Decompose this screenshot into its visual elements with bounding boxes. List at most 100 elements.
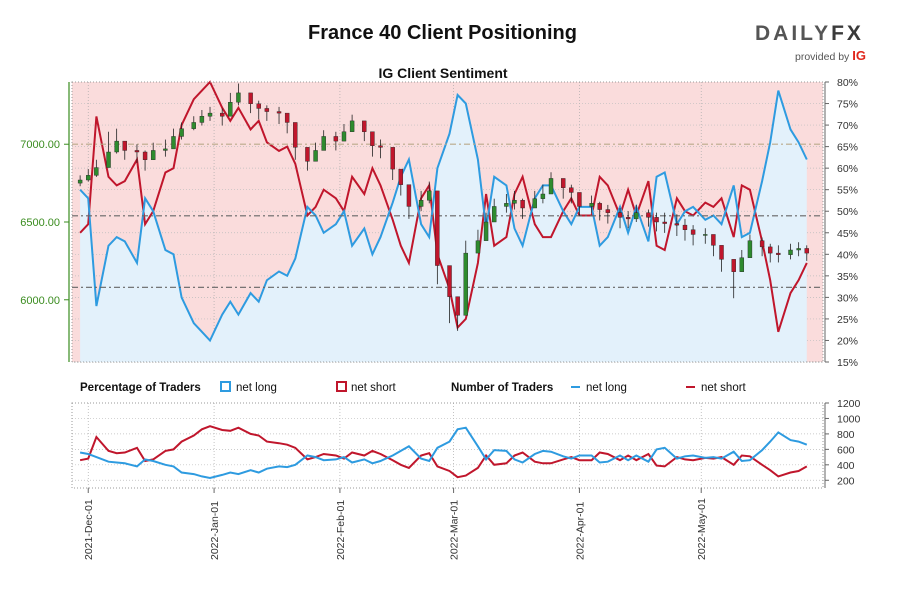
candle-body	[142, 151, 148, 160]
candle-body	[560, 178, 566, 188]
logo-provided: provided by IG	[795, 48, 866, 63]
candle-body	[804, 248, 809, 254]
candle-body	[512, 200, 517, 204]
pct-axis-label: 75%	[837, 99, 858, 111]
ig-logo-icon: IG	[852, 48, 866, 63]
candle-body	[597, 203, 602, 210]
candle-body	[171, 136, 176, 150]
candle-body	[577, 192, 582, 207]
candle-body	[321, 136, 326, 151]
legend-num-long: net long	[586, 382, 627, 394]
candle-body	[796, 248, 801, 251]
long-traders-line	[79, 426, 808, 480]
candle-body	[703, 234, 708, 236]
net-short-pct-line	[79, 80, 808, 333]
candle-body	[569, 187, 574, 193]
candle-body	[605, 209, 611, 213]
candle-body	[711, 234, 716, 246]
logo-brand: DAILYFX	[755, 22, 875, 46]
x-axis-label: 2021-Dec-01	[83, 499, 95, 560]
candle-body	[276, 111, 282, 114]
pct-axis-label: 80%	[837, 77, 858, 89]
candle-body	[305, 147, 310, 162]
candle-body	[491, 206, 497, 223]
candle-body	[418, 200, 424, 207]
pct-axis-label: 65%	[837, 142, 858, 154]
candle-body	[731, 259, 736, 272]
candle-body	[719, 245, 724, 260]
candle-body	[219, 112, 225, 117]
candle-body	[207, 112, 213, 117]
x-axis-label: 2022-May-01	[696, 498, 708, 560]
legend-number-title: Number of Traders	[451, 382, 553, 394]
price-axis-label: 6000.00	[20, 295, 60, 307]
pct-axis-label: 55%	[837, 185, 858, 197]
candle-body	[228, 102, 233, 117]
candle-body	[739, 257, 745, 272]
logo-brand-fx: FX	[831, 22, 864, 45]
x-axis-label: 2022-Jan-01	[209, 501, 221, 560]
candle-body	[313, 150, 318, 162]
legend-long-box-icon	[220, 381, 231, 392]
count-axis-label: 1200	[837, 398, 861, 410]
candle-body	[625, 217, 631, 220]
candle-body	[747, 240, 753, 258]
lower-plot-border	[71, 402, 824, 489]
candle-body	[463, 252, 468, 316]
candle-body	[163, 148, 168, 151]
candle-body	[427, 190, 432, 201]
candle-body	[341, 131, 347, 142]
candle-body	[540, 193, 546, 199]
candle-body	[654, 217, 659, 223]
legend-short-box-icon	[336, 381, 347, 392]
candle-body	[504, 203, 509, 207]
candle-body	[435, 190, 440, 266]
candle-body	[236, 92, 241, 103]
candle-body	[378, 145, 383, 148]
candle-body	[475, 240, 481, 254]
candle-body	[248, 92, 253, 104]
count-axis-label: 200	[837, 475, 855, 487]
pct-axis-label: 20%	[837, 335, 858, 347]
candle-body	[106, 151, 111, 168]
pct-axis-label: 50%	[837, 206, 858, 218]
candle-body	[398, 168, 404, 185]
candle-body	[548, 178, 554, 195]
candle-body	[390, 147, 395, 170]
candle-body	[293, 122, 298, 148]
candle-body	[768, 246, 773, 254]
candle-body	[520, 200, 525, 209]
candle-body	[788, 249, 793, 255]
legend-pct-long: net long	[236, 382, 277, 394]
count-axis-label: 800	[837, 429, 855, 441]
pct-axis-label: 35%	[837, 271, 858, 283]
upper-plot-border	[71, 81, 824, 363]
candle-body	[690, 229, 696, 235]
candle-body	[114, 140, 119, 153]
short-traders-line	[79, 425, 808, 479]
candle-body	[134, 150, 140, 153]
candle-body	[94, 167, 99, 176]
candle-body	[179, 128, 184, 137]
candle-body	[284, 112, 290, 123]
price-axis-label: 7000.00	[20, 139, 60, 151]
candle-body	[617, 212, 623, 218]
x-axis-label: 2022-Mar-01	[449, 500, 461, 560]
candle-body	[589, 203, 594, 207]
pct-axis-label: 40%	[837, 249, 858, 261]
pct-axis-label: 70%	[837, 120, 858, 132]
legend-pct-short: net short	[351, 382, 397, 394]
candle-body	[646, 212, 651, 218]
price-axis-label: 6500.00	[20, 217, 60, 229]
candle-body	[264, 108, 270, 112]
legend-percentage-title: Percentage of Traders	[80, 382, 201, 394]
logo-provided-text: provided by	[795, 51, 850, 63]
candle-body	[682, 224, 688, 230]
candle-body	[455, 296, 460, 316]
net-long-pct-line	[79, 90, 808, 343]
sentiment-subtitle: IG Client Sentiment	[378, 65, 507, 81]
candle-body	[362, 120, 367, 132]
count-axis-label: 600	[837, 444, 855, 456]
candle-body	[447, 265, 452, 297]
